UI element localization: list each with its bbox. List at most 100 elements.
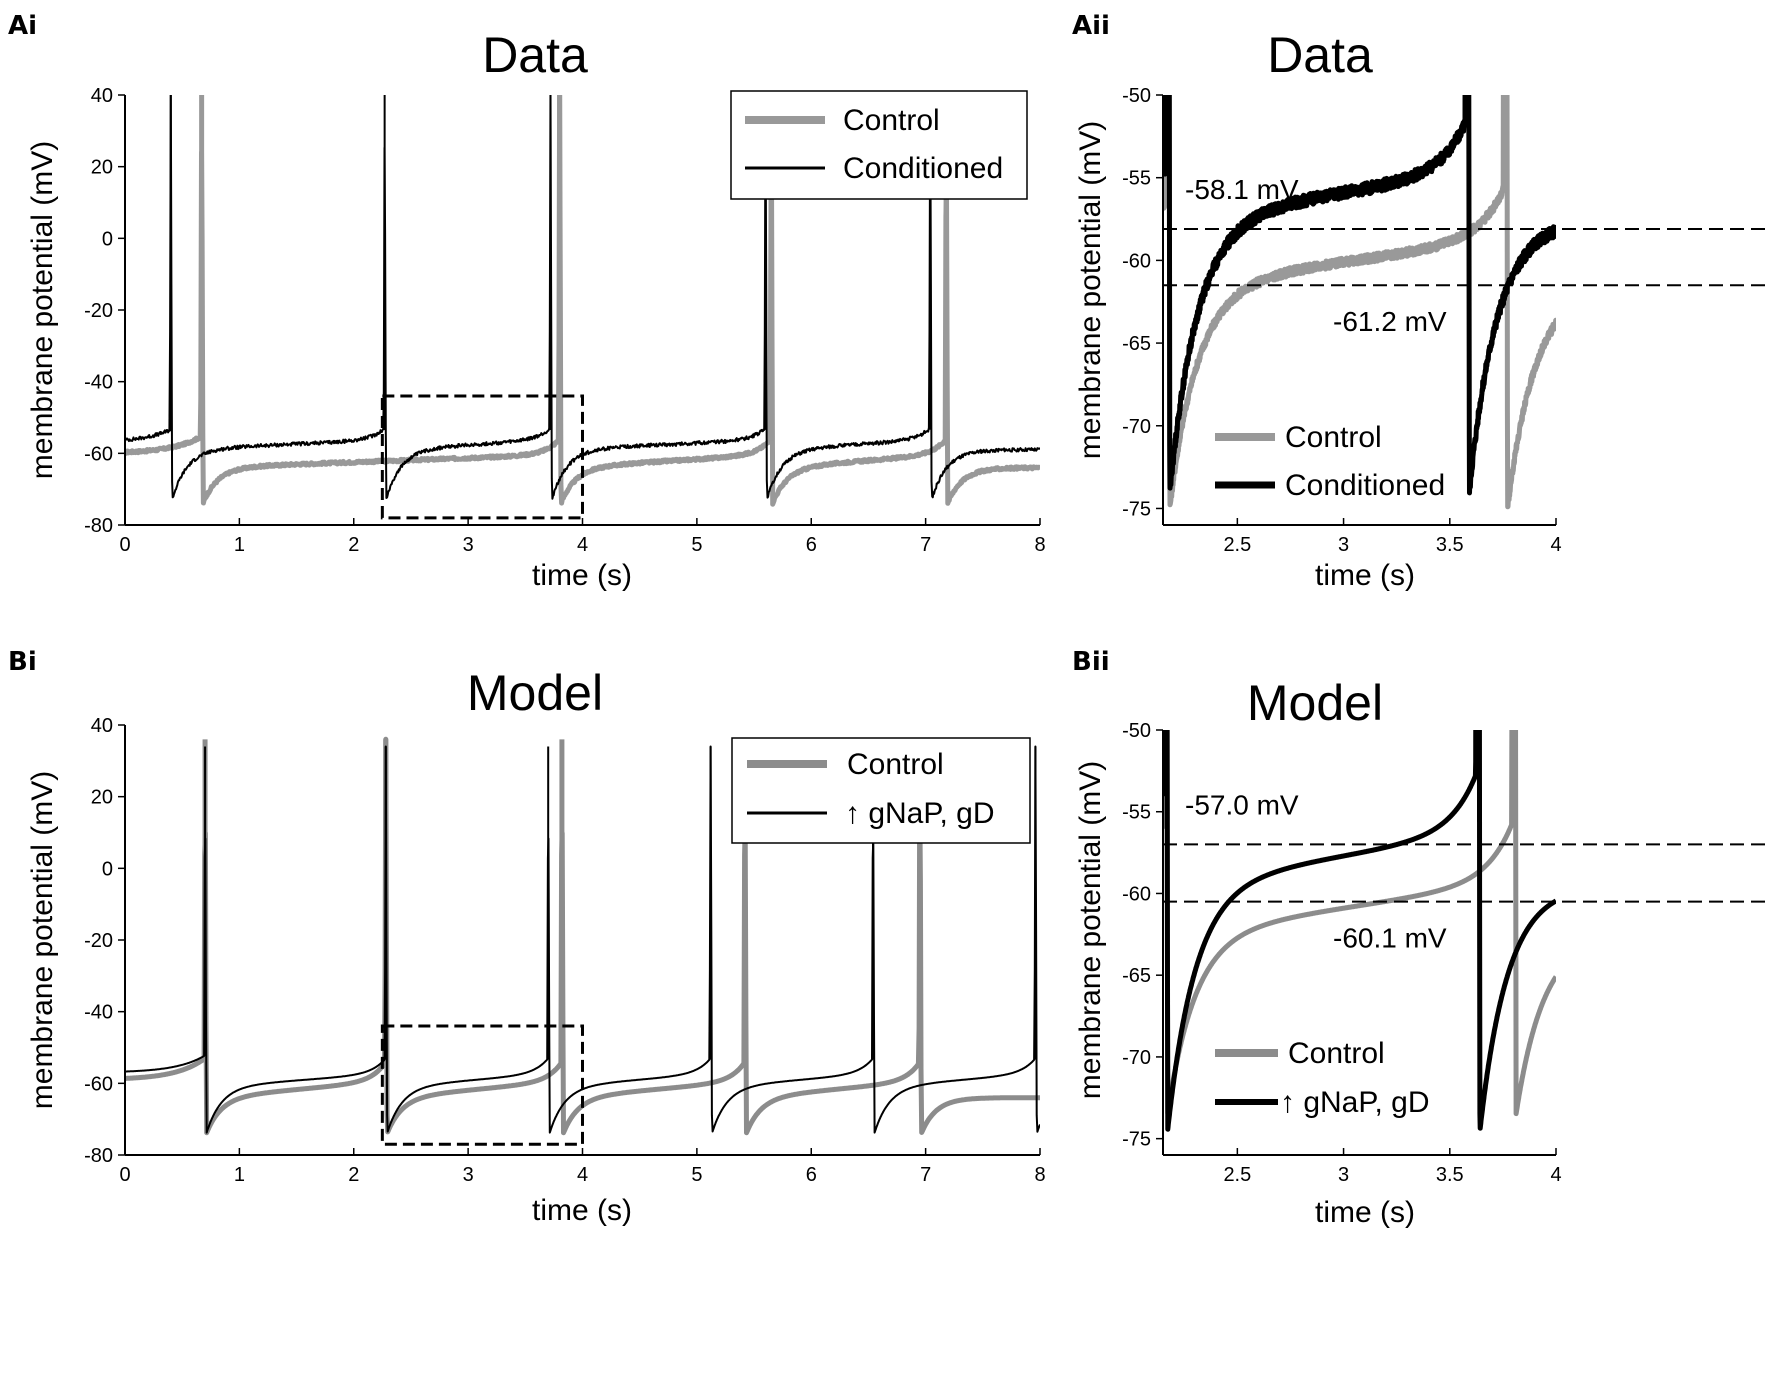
y-tick-label: -65 <box>1122 333 1151 355</box>
legend-box <box>731 737 1031 844</box>
panel-Ai: Ai Data time (s) membrane potential (mV)… <box>8 11 1046 592</box>
legend-label-conditioned: Conditioned <box>843 152 1003 185</box>
x-tick-label: 8 <box>1034 1164 1045 1186</box>
chart-title: Model <box>467 665 603 721</box>
x-tick-label: 3 <box>463 1164 474 1186</box>
y-tick-label: 20 <box>91 157 113 179</box>
chart-title: Data <box>1267 27 1373 83</box>
threshold-label: -60.1 mV <box>1333 923 1447 954</box>
y-tick-label: -50 <box>1122 720 1151 742</box>
legend: Control Conditioned <box>1215 421 1445 502</box>
legend-label-conditioned: Conditioned <box>1285 469 1445 502</box>
threshold-label: -58.1 mV <box>1185 174 1299 205</box>
y-tick-label: -70 <box>1122 416 1151 438</box>
zoom-box <box>380 394 584 520</box>
x-tick-label: 5 <box>691 1164 702 1186</box>
x-axis-label: time (s) <box>532 559 632 592</box>
series-line-conditioned <box>1163 95 1556 496</box>
x-tick-label: 4 <box>1550 534 1561 556</box>
panel-Bii: Bii Model time (s) membrane potential (m… <box>1072 647 1772 1229</box>
y-tick-label: 20 <box>91 787 113 809</box>
x-tick-label: 4 <box>577 1164 588 1186</box>
x-tick-label: 1 <box>234 534 245 556</box>
x-tick-label: 6 <box>806 1164 817 1186</box>
plot-area: 0 1 2 3 4 5 6 7 8 40 20 0 -20 -40 -60 -80 <box>84 85 1045 556</box>
zoom-box <box>380 1024 584 1146</box>
x-tick-label: 2 <box>348 1164 359 1186</box>
x-tick-label: 8 <box>1034 534 1045 556</box>
x-tick-label: 4 <box>1550 1164 1561 1186</box>
y-tick-label: -55 <box>1122 802 1151 824</box>
x-tick-label: 2.5 <box>1223 1164 1251 1186</box>
legend: Control ↑ gNaP, gD <box>731 737 1031 844</box>
x-tick-label: 7 <box>920 1164 931 1186</box>
y-tick-label: -50 <box>1122 85 1151 107</box>
y-tick-label: 0 <box>102 228 113 250</box>
legend-box <box>730 90 1028 200</box>
x-tick-label: 0 <box>119 534 130 556</box>
x-tick-label: 2 <box>348 534 359 556</box>
panel-label: Ai <box>8 11 37 41</box>
x-tick-label: 3.5 <box>1436 1164 1464 1186</box>
y-tick-label: 0 <box>102 858 113 880</box>
y-tick-label: -65 <box>1122 965 1151 987</box>
y-tick-label: -60 <box>1122 250 1151 272</box>
y-tick-label: 40 <box>91 85 113 107</box>
threshold-label: -57.0 mV <box>1185 789 1299 820</box>
x-tick-label: 1 <box>234 1164 245 1186</box>
plot-area: 2.5 3 3.5 4 -50 -55 -60 -65 -70 -75 -57.0 mV -60.… <box>1122 720 1772 1186</box>
x-tick-label: 3 <box>463 534 474 556</box>
series-line-control <box>1163 730 1556 1117</box>
legend: Control Conditioned <box>730 90 1028 200</box>
x-tick-label: 2.5 <box>1223 534 1251 556</box>
panel-label: Bi <box>8 647 37 677</box>
series-line-control <box>1163 95 1556 510</box>
y-tick-label: -60 <box>84 443 113 465</box>
panel-label: Bii <box>1072 647 1110 677</box>
panel-Aii: Aii Data time (s) membrane potential (mV… <box>1072 11 1772 592</box>
x-axis-label: time (s) <box>532 1194 632 1227</box>
y-tick-label: -75 <box>1122 498 1151 520</box>
y-tick-label: -80 <box>84 1145 113 1167</box>
y-tick-label: -40 <box>84 372 113 394</box>
y-tick-label: -75 <box>1122 1129 1151 1151</box>
x-axis-label: time (s) <box>1315 559 1415 592</box>
x-tick-label: 3 <box>1338 534 1349 556</box>
y-tick-label: -60 <box>84 1073 113 1095</box>
legend-label-model: ↑ gNaP, gD <box>845 797 995 830</box>
y-tick-label: -60 <box>1122 883 1151 905</box>
y-axis-label: membrane potential (mV) <box>26 141 59 479</box>
legend: Control ↑ gNaP, gD <box>1215 1037 1430 1119</box>
x-tick-label: 0 <box>119 1164 130 1186</box>
panel-Bi: Bi Model time (s) membrane potential (mV… <box>8 647 1046 1227</box>
chart-title: Model <box>1247 675 1383 731</box>
x-tick-label: 7 <box>920 534 931 556</box>
y-axis-label: membrane potential (mV) <box>1074 121 1107 459</box>
panel-label: Aii <box>1072 11 1110 41</box>
plot-area: 0 1 2 3 4 5 6 7 8 40 20 0 -20 -40 -60 -80 <box>84 715 1045 1186</box>
x-axis-label: time (s) <box>1315 1196 1415 1229</box>
legend-label-control: Control <box>843 104 940 137</box>
y-tick-label: -20 <box>84 300 113 322</box>
legend-label-control: Control <box>1288 1037 1385 1070</box>
chart-title: Data <box>482 27 588 83</box>
x-tick-label: 6 <box>806 534 817 556</box>
legend-label-control: Control <box>1285 421 1382 454</box>
y-tick-label: -70 <box>1122 1047 1151 1069</box>
x-tick-label: 3 <box>1338 1164 1349 1186</box>
y-tick-label: -80 <box>84 515 113 537</box>
x-tick-label: 3.5 <box>1436 534 1464 556</box>
legend-label-control: Control <box>847 748 944 781</box>
y-axis-label: membrane potential (mV) <box>26 771 59 1109</box>
y-axis-label: membrane potential (mV) <box>1074 761 1107 1099</box>
legend-label-model: ↑ gNaP, gD <box>1280 1086 1430 1119</box>
x-tick-label: 4 <box>577 534 588 556</box>
x-tick-label: 5 <box>691 534 702 556</box>
threshold-label: -61.2 mV <box>1333 306 1447 337</box>
y-tick-label: 40 <box>91 715 113 737</box>
y-tick-label: -40 <box>84 1002 113 1024</box>
y-tick-label: -20 <box>84 930 113 952</box>
plot-area: 2.5 3 3.5 4 -50 -55 -60 -65 -70 -75 -58.1 mV -61.… <box>1122 85 1772 556</box>
y-tick-label: -55 <box>1122 168 1151 190</box>
